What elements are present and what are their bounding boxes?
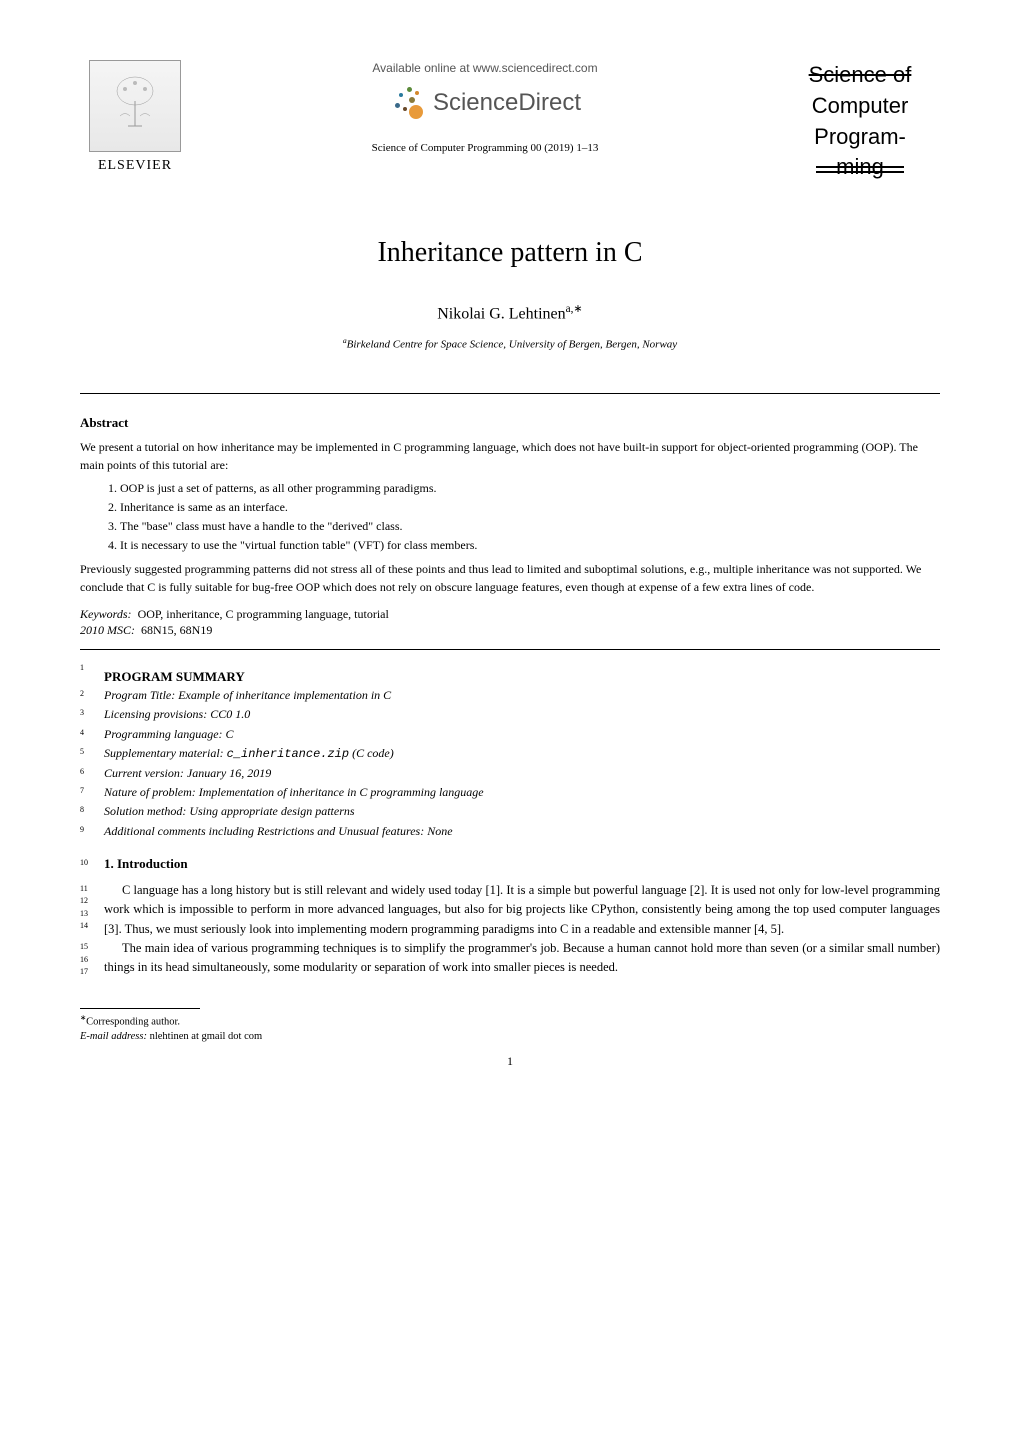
footnote-email-label: E-mail address: xyxy=(80,1031,147,1042)
line-number: 9 xyxy=(80,822,104,837)
journal-title-line4: ming xyxy=(780,152,940,183)
summary-line: Current version: January 16, 2019 xyxy=(104,764,940,783)
line-number-span: 15 16 17 xyxy=(80,939,104,978)
abstract-p2: Previously suggested programming pattern… xyxy=(80,560,940,596)
summary-line: Licensing provisions: CC0 1.0 xyxy=(104,705,940,724)
center-header: Available online at www.sciencedirect.co… xyxy=(190,60,780,156)
line-number: 4 xyxy=(80,725,104,740)
line-number: 8 xyxy=(80,802,104,817)
affiliation-text: Birkeland Centre for Space Science, Univ… xyxy=(347,339,678,351)
summary-line: Programming language: C xyxy=(104,725,940,744)
footnote-rule xyxy=(80,1008,200,1009)
line-number: 5 xyxy=(80,744,104,759)
journal-reference: Science of Computer Programming 00 (2019… xyxy=(210,141,760,156)
line-number: 7 xyxy=(80,783,104,798)
abstract-list: OOP is just a set of patterns, as all ot… xyxy=(80,480,940,553)
section-heading-intro: 1. Introduction xyxy=(104,855,940,873)
rule-top xyxy=(80,393,940,394)
sciencedirect-logo: ScienceDirect xyxy=(210,85,760,121)
line-number: 2 xyxy=(80,686,104,701)
intro-para-1: C language has a long history but is sti… xyxy=(104,881,940,939)
footnote-email: E-mail address: nlehtinen at gmail dot c… xyxy=(80,1030,940,1045)
journal-title-box: Science of Computer Program- ming xyxy=(780,60,940,183)
intro-para-2: The main idea of various programming tec… xyxy=(104,939,940,978)
abstract-item: Inheritance is same as an interface. xyxy=(120,499,940,516)
abstract-item: It is necessary to use the "virtual func… xyxy=(120,537,940,554)
elsevier-text: ELSEVIER xyxy=(80,156,190,176)
summary-line: Supplementary material: c_inheritance.zi… xyxy=(104,744,940,764)
line-number: 6 xyxy=(80,764,104,779)
affiliation: aBirkeland Centre for Space Science, Uni… xyxy=(80,336,940,353)
keywords-text: OOP, inheritance, C programming language… xyxy=(138,607,389,621)
footnote-corresponding-text: Corresponding author. xyxy=(86,1017,180,1028)
line-number: 3 xyxy=(80,705,104,720)
page-number: 1 xyxy=(80,1053,940,1070)
summary-line: Program Title: Example of inheritance im… xyxy=(104,686,940,705)
msc-label: 2010 MSC: xyxy=(80,623,135,637)
msc-text: 68N15, 68N19 xyxy=(141,623,212,637)
line-number: 1 xyxy=(80,660,104,675)
elsevier-tree-icon xyxy=(89,60,181,152)
author-line: Nikolai G. Lehtinena,∗ xyxy=(80,302,940,326)
summary-line: Solution method: Using appropriate desig… xyxy=(104,802,940,821)
paper-title: Inheritance pattern in C xyxy=(80,233,940,272)
abstract-item: The "base" class must have a handle to t… xyxy=(120,518,940,535)
author-name: Nikolai G. Lehtinen xyxy=(437,306,565,323)
keywords-block: Keywords: OOP, inheritance, C programmin… xyxy=(80,606,940,640)
abstract-p1: We present a tutorial on how inheritance… xyxy=(80,438,940,474)
sciencedirect-text: ScienceDirect xyxy=(433,86,581,120)
summary-line: Nature of problem: Implementation of inh… xyxy=(104,783,940,802)
line-number-span: 11 12 13 14 xyxy=(80,881,104,933)
journal-title-line3: Program- xyxy=(780,122,940,153)
abstract-item: OOP is just a set of patterns, as all ot… xyxy=(120,480,940,497)
footnote-email-text: nlehtinen at gmail dot com xyxy=(150,1031,263,1042)
elsevier-logo: ELSEVIER xyxy=(80,60,190,176)
journal-title-line1: Science of xyxy=(780,60,940,91)
summary-line: Additional comments including Restrictio… xyxy=(104,822,940,841)
rule-mid xyxy=(80,649,940,650)
journal-title-line2: Computer xyxy=(780,91,940,122)
available-online-text: Available online at www.sciencedirect.co… xyxy=(210,60,760,77)
sciencedirect-dots-icon xyxy=(389,85,425,121)
keywords-label: Keywords: xyxy=(80,607,132,621)
footnote-corresponding: ∗Corresponding author. xyxy=(80,1013,940,1030)
line-number: 10 xyxy=(80,855,104,870)
paper-header: ELSEVIER Available online at www.science… xyxy=(80,60,940,183)
author-super: a,∗ xyxy=(566,303,583,315)
abstract-heading: Abstract xyxy=(80,414,940,432)
program-summary-heading: PROGRAM SUMMARY xyxy=(104,668,940,686)
